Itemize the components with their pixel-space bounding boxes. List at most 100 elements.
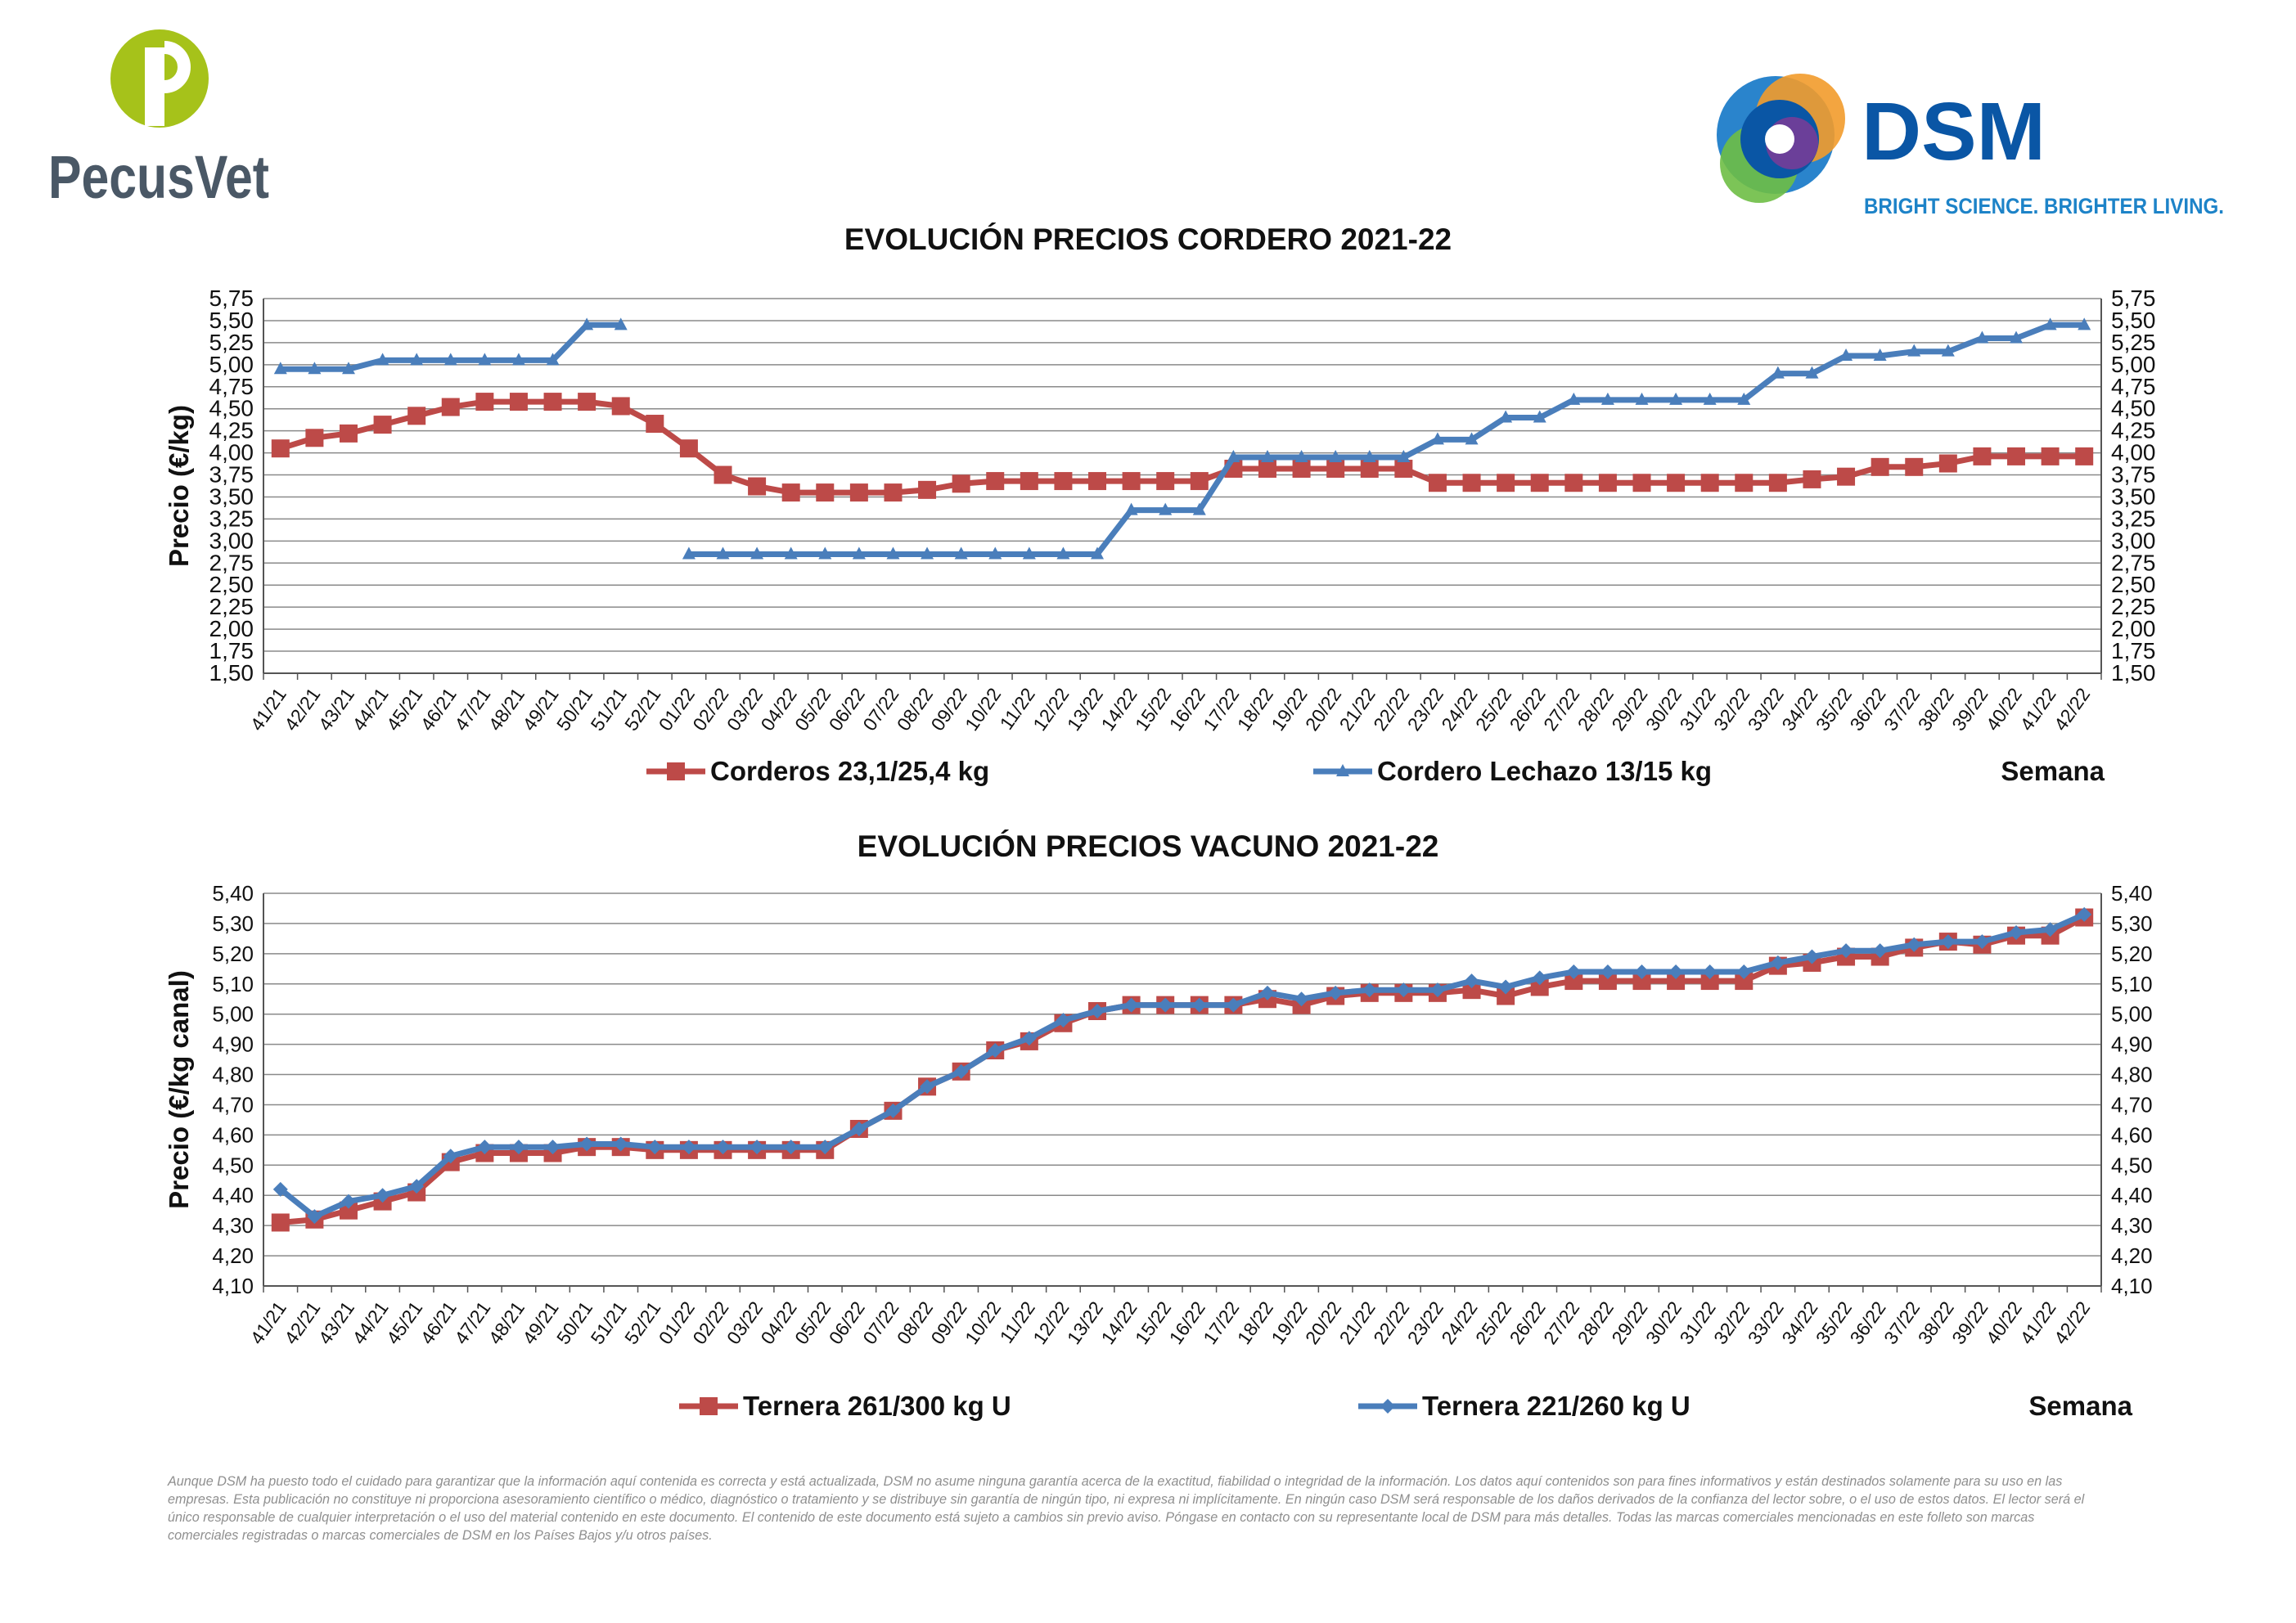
x-tick-label: 51/21 bbox=[587, 684, 631, 735]
x-tick-label: 48/21 bbox=[484, 1297, 529, 1348]
x-tick-label: 47/21 bbox=[450, 1297, 494, 1348]
data-point bbox=[1938, 454, 1957, 473]
data-point bbox=[1975, 330, 1989, 344]
data-point bbox=[1768, 474, 1787, 492]
data-point bbox=[271, 1213, 290, 1232]
data-point bbox=[409, 1179, 425, 1194]
data-point bbox=[2077, 906, 2092, 922]
x-tick-label: 48/21 bbox=[484, 684, 529, 735]
x-tick-label: 18/22 bbox=[1233, 684, 1277, 735]
x-tick-labels: 41/2142/2143/2144/2145/2146/2147/2148/21… bbox=[246, 673, 2102, 735]
x-tick-label: 19/22 bbox=[1267, 684, 1311, 735]
x-tick-label: 31/22 bbox=[1675, 1297, 1719, 1348]
data-point bbox=[341, 362, 355, 375]
data-point bbox=[1805, 366, 1819, 379]
data-point bbox=[1566, 964, 1582, 979]
data-point bbox=[580, 317, 594, 330]
x-tick-label: 30/22 bbox=[1641, 684, 1686, 735]
data-point bbox=[1329, 449, 1343, 462]
data-point bbox=[1498, 979, 1514, 995]
x-tick-label: 30/22 bbox=[1641, 1297, 1686, 1348]
y-tick-label-left: 5,00 bbox=[212, 1002, 254, 1027]
y-tick-label-right: 4,50 bbox=[2111, 1153, 2153, 1177]
data-point bbox=[750, 1140, 765, 1155]
legend: Corderos 23,1/25,4 kg Cordero Lechazo 13/… bbox=[646, 756, 1712, 786]
series-line bbox=[688, 321, 2085, 557]
y-tick-label-left: 4,00 bbox=[209, 440, 254, 465]
x-tick-label: 12/22 bbox=[1029, 1297, 1073, 1348]
x-tick-label: 45/21 bbox=[382, 684, 426, 735]
data-point bbox=[443, 1149, 458, 1164]
data-point bbox=[611, 397, 630, 416]
legend-swatch-marker bbox=[667, 762, 685, 780]
data-point bbox=[1598, 972, 1617, 991]
data-point bbox=[376, 353, 389, 366]
y-tick-label-right: 5,40 bbox=[2111, 881, 2153, 906]
data-point bbox=[1635, 392, 1649, 405]
y-tick-label-right: 5,25 bbox=[2111, 330, 2156, 355]
y-tick-label-right: 4,70 bbox=[2111, 1092, 2153, 1117]
data-point bbox=[271, 439, 290, 458]
x-tick-label: 44/21 bbox=[348, 684, 392, 735]
data-point bbox=[1634, 964, 1650, 979]
data-point bbox=[1667, 474, 1686, 492]
data-point bbox=[1497, 987, 1515, 1005]
data-point bbox=[2078, 317, 2091, 330]
y-tick-label-right: 4,75 bbox=[2111, 374, 2156, 399]
data-point bbox=[2009, 925, 2024, 940]
x-tick-label: 08/22 bbox=[893, 684, 937, 735]
data-point bbox=[1771, 366, 1785, 379]
data-point bbox=[373, 416, 392, 434]
x-tick-label: 42/22 bbox=[2050, 684, 2094, 735]
x-tick-label: 37/22 bbox=[1880, 684, 1924, 735]
data-point bbox=[509, 393, 528, 411]
data-point bbox=[475, 393, 494, 411]
y-tick-label-right: 3,00 bbox=[2111, 528, 2156, 553]
y-tick-label-left: 5,75 bbox=[209, 285, 254, 311]
data-point bbox=[1941, 344, 1955, 357]
x-tick-label: 25/22 bbox=[1471, 1297, 1515, 1348]
x-tick-label: 23/22 bbox=[1403, 684, 1447, 735]
x-tick-label: 19/22 bbox=[1267, 1297, 1311, 1348]
data-point bbox=[1872, 943, 1888, 959]
data-point bbox=[1598, 474, 1617, 492]
chart-title-vacuno: EVOLUCIÓN PRECIOS VACUNO 2021-22 bbox=[857, 829, 1439, 863]
legend: Ternera 261/300 kg U Ternera 221/260 kg U bbox=[679, 1391, 1690, 1421]
x-tick-label: 06/22 bbox=[825, 684, 869, 735]
y-tick-label-right: 2,25 bbox=[2111, 594, 2156, 619]
x-tick-label: 13/22 bbox=[1063, 684, 1107, 735]
x-tick-label: 38/22 bbox=[1914, 1297, 1958, 1348]
data-point bbox=[646, 415, 664, 434]
y-tick-label-right: 4,80 bbox=[2111, 1063, 2153, 1087]
y-tick-label-left: 5,50 bbox=[209, 308, 254, 333]
y-tick-label-left: 1,50 bbox=[209, 660, 254, 686]
data-point bbox=[1600, 392, 1614, 405]
data-point bbox=[1700, 474, 1719, 492]
data-point bbox=[1258, 459, 1276, 478]
data-point bbox=[1328, 985, 1344, 1000]
data-point bbox=[885, 1103, 901, 1118]
data-point bbox=[849, 483, 868, 502]
data-point bbox=[1294, 991, 1309, 1007]
x-tick-label: 39/22 bbox=[1947, 684, 1992, 735]
x-tick-label: 42/22 bbox=[2050, 1297, 2094, 1348]
x-tick-label: 05/22 bbox=[790, 1297, 835, 1348]
data-point bbox=[1397, 449, 1411, 462]
y-tick-label-left: 4,40 bbox=[212, 1183, 254, 1207]
x-tick-label: 46/21 bbox=[416, 1297, 461, 1348]
data-point bbox=[340, 1194, 356, 1209]
x-tick-label: 20/22 bbox=[1301, 1297, 1345, 1348]
x-tick-label: 33/22 bbox=[1744, 684, 1788, 735]
data-point bbox=[443, 353, 457, 366]
data-point bbox=[716, 546, 730, 560]
x-tick-label: 37/22 bbox=[1880, 1297, 1924, 1348]
data-point bbox=[818, 546, 832, 560]
legend-label: Ternera 261/300 kg U bbox=[743, 1391, 1011, 1421]
x-tick-label: 07/22 bbox=[858, 1297, 903, 1348]
y-tick-label-left: 2,50 bbox=[209, 572, 254, 597]
data-point bbox=[1191, 997, 1207, 1013]
data-point bbox=[817, 1140, 833, 1155]
x-tick-label: 02/22 bbox=[688, 684, 732, 735]
data-point bbox=[308, 362, 322, 375]
x-tick-label: 21/22 bbox=[1335, 1297, 1380, 1348]
